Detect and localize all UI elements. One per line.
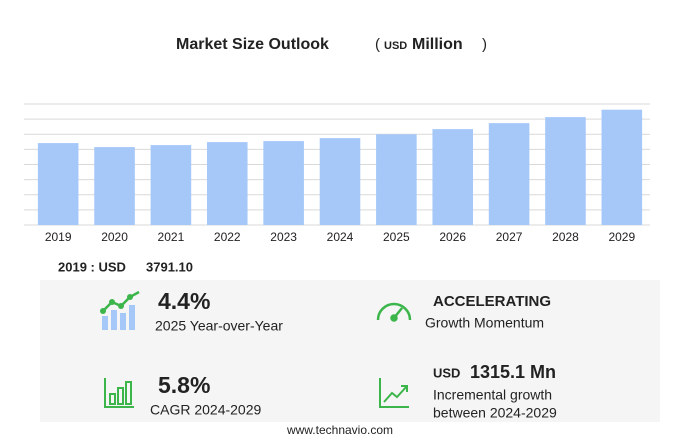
- incr-label-2: between 2024-2029: [433, 405, 557, 421]
- cagr-label: CAGR 2024-2029: [150, 402, 262, 418]
- bar: [376, 134, 417, 225]
- cagr-value: 5.8%: [158, 372, 210, 398]
- bar: [94, 147, 135, 225]
- unit-currency: USD: [384, 40, 407, 52]
- incr-value: 1315.1 Mn: [470, 362, 556, 382]
- chart-title: Market Size Outlook: [176, 36, 329, 53]
- bar: [37, 143, 79, 225]
- bar: [488, 123, 530, 225]
- yoy-label: 2025 Year-over-Year: [155, 318, 283, 334]
- incr-icon: [379, 378, 409, 408]
- cagr-icon: [104, 378, 134, 408]
- incr-currency: USD: [433, 365, 460, 380]
- bar: [601, 109, 643, 225]
- bar: [432, 129, 474, 225]
- summary-panel: [40, 280, 660, 422]
- x-tick-label: 2019: [45, 230, 72, 244]
- unit-name: Million: [412, 36, 463, 53]
- bar: [206, 142, 248, 225]
- bar: [319, 138, 361, 225]
- momentum-value: ACCELERATING: [433, 293, 551, 310]
- bar: [263, 141, 304, 225]
- x-tick-label: 2020: [101, 230, 128, 244]
- unit-close: ): [482, 36, 487, 53]
- incr-label-1: Incremental growth: [433, 387, 552, 403]
- x-tick-label: 2026: [439, 230, 466, 244]
- x-tick-label: 2025: [383, 230, 410, 244]
- base-label: 2019 : USD: [58, 259, 126, 274]
- momentum-label: Growth Momentum: [425, 315, 544, 331]
- bar: [150, 145, 192, 225]
- momentum-icon: [376, 302, 412, 322]
- x-tick-label: 2028: [552, 230, 579, 244]
- bar: [545, 117, 586, 225]
- yoy-value: 4.4%: [158, 288, 210, 314]
- x-tick-label: 2027: [496, 230, 523, 244]
- x-tick-label: 2023: [270, 230, 297, 244]
- yoy-icon: [100, 290, 140, 330]
- x-tick-label: 2021: [158, 230, 185, 244]
- unit-open: (: [375, 36, 380, 53]
- x-tick-label: 2022: [214, 230, 241, 244]
- x-tick-label: 2029: [608, 230, 635, 244]
- base-value: 3791.10: [146, 259, 193, 274]
- footer: www.technavio.com: [286, 423, 393, 437]
- x-tick-label: 2024: [327, 230, 354, 244]
